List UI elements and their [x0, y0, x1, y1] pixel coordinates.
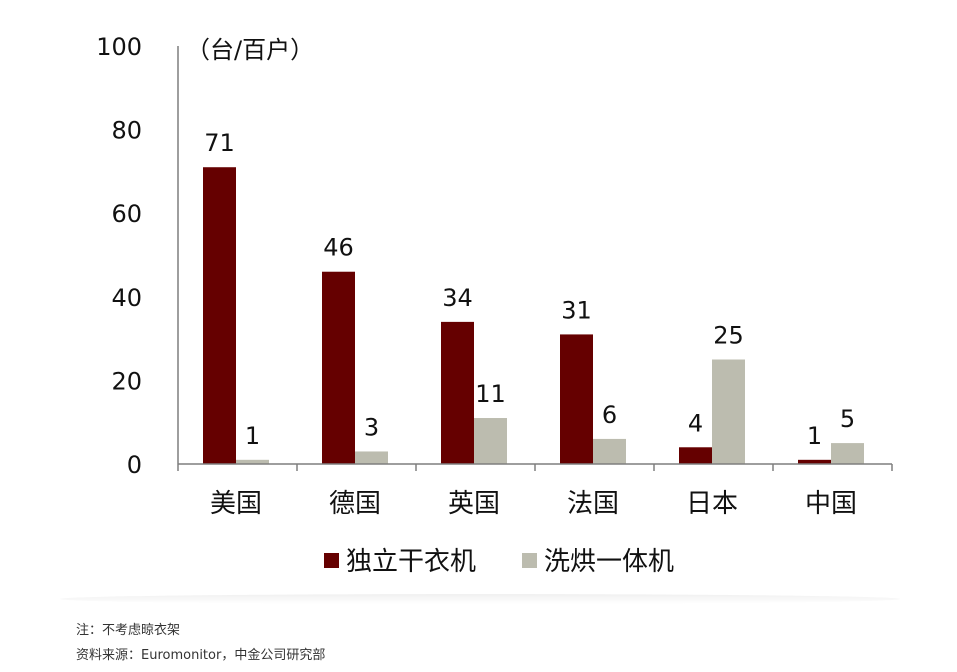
- y-tick-label: 60: [111, 200, 142, 228]
- bar-washer-dryer-0: [236, 459, 269, 464]
- x-tick-label: 日本: [686, 489, 738, 519]
- divider-shadow: [60, 594, 900, 604]
- bar-dryer-1: [322, 271, 355, 464]
- data-label: 1: [807, 422, 822, 450]
- legend-label: 洗烘一体机: [544, 547, 674, 577]
- x-tick-label: 法国: [567, 489, 619, 519]
- y-tick-label: 0: [127, 451, 142, 479]
- data-label: 11: [475, 380, 506, 408]
- bar-dryer-3: [560, 334, 593, 464]
- bar-dryer-0: [203, 167, 236, 464]
- x-tick-label: 美国: [210, 489, 262, 519]
- legend-label: 独立干衣机: [346, 547, 476, 577]
- bar-dryer-4: [679, 447, 712, 464]
- data-label: 31: [561, 296, 592, 324]
- x-tick-label: 中国: [805, 489, 857, 519]
- y-tick-label: 20: [111, 367, 142, 395]
- bar-washer-dryer-4: [712, 359, 745, 464]
- data-label: 71: [204, 129, 235, 157]
- bar-dryer-5: [798, 459, 831, 464]
- data-label: 6: [602, 401, 617, 429]
- data-label: 3: [364, 413, 379, 441]
- bar-washer-dryer-1: [355, 451, 388, 464]
- y-tick-label: 40: [111, 284, 142, 312]
- x-axis-tick-marks: [177, 464, 893, 471]
- x-axis-labels: 美国 德国 英国 法国 日本 中国: [210, 489, 857, 519]
- x-tick-label: 德国: [329, 489, 381, 519]
- legend: 独立干衣机 洗烘一体机: [324, 547, 674, 577]
- y-tick-label: 100: [96, 33, 142, 61]
- legend-swatch: [522, 553, 537, 568]
- data-label: 4: [688, 409, 703, 437]
- data-label: 34: [442, 284, 473, 312]
- footnote-source: 资料来源：Euromonitor，中金公司研究部: [76, 648, 326, 663]
- bar-washer-dryer-5: [831, 443, 864, 464]
- data-label: 5: [840, 405, 855, 433]
- y-tick-label: 80: [111, 117, 142, 145]
- bars: [203, 167, 864, 464]
- bar-washer-dryer-3: [593, 438, 626, 464]
- bar-dryer-2: [441, 321, 474, 464]
- footnote-note: 注：不考虑晾衣架: [76, 623, 181, 638]
- data-label: 1: [245, 422, 260, 450]
- legend-swatch: [324, 553, 339, 568]
- x-tick-label: 英国: [448, 489, 500, 519]
- y-axis-unit-label: （台/百户）: [186, 36, 314, 64]
- y-axis-ticks: 0 20 40 60 80 100: [96, 33, 142, 479]
- data-label: 46: [323, 234, 354, 262]
- data-label: 25: [713, 322, 744, 350]
- bar-washer-dryer-2: [474, 418, 507, 464]
